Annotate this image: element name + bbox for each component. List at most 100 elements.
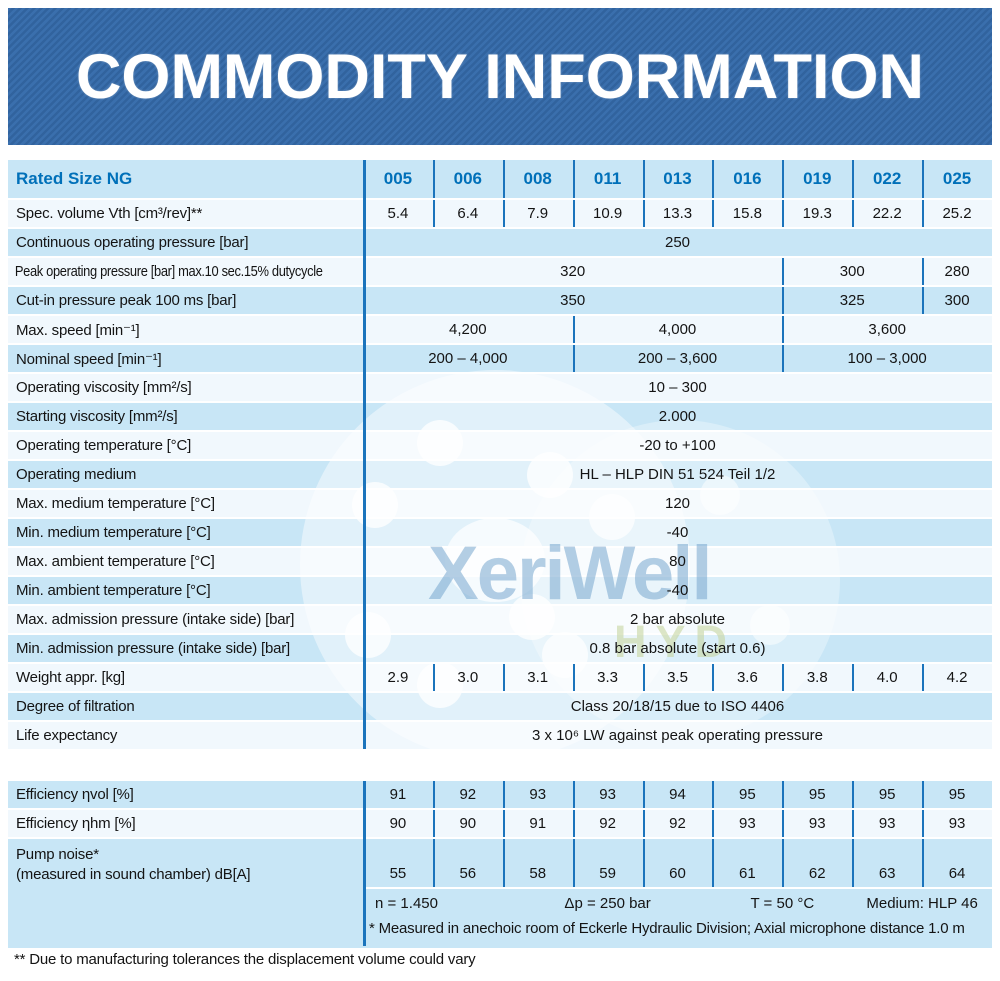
row-label: Weight appr. [kg] — [16, 669, 125, 686]
table-row: Operating temperature [°C] -20 to +100 — [8, 432, 992, 459]
value-cell: 0.8 bar absolute (start 0.6) — [589, 640, 766, 657]
row-label: Operating medium — [16, 466, 137, 483]
table-header-row: Rated Size NG 005 006 008 011 013 016 019 022 025 — [8, 160, 992, 198]
measurement-condition: T = 50 °C — [750, 894, 815, 912]
value-cell: 3.6 — [712, 664, 782, 691]
value-cell: 95 — [782, 781, 852, 808]
value-cell: HL – HLP DIN 51 524 Teil 1/2 — [579, 466, 776, 483]
value-cell: 3.1 — [502, 664, 573, 691]
row-label: Max. admission pressure (intake side) [b… — [16, 611, 295, 628]
size-header-cell: 013 — [642, 160, 713, 198]
value-cell: 93 — [782, 810, 852, 837]
noise-value-cell: 55 — [363, 839, 433, 889]
table-row: Min. admission pressure (intake side) [b… — [8, 635, 992, 662]
row-label: Continuous operating pressure [bar] — [16, 234, 249, 251]
table-row: Efficiency ηvol [%] 91 92 93 93 94 95 95 95 95 — [8, 781, 992, 808]
table-row: Min. medium temperature [°C] -40 — [8, 519, 992, 546]
noise-value-cell: 60 — [642, 839, 713, 889]
size-header-cell: 022 — [852, 160, 922, 198]
measurement-condition: Medium: HLP 46 — [866, 894, 978, 912]
value-cell: 300 — [782, 258, 922, 285]
value-cell: 93 — [502, 781, 573, 808]
value-cell: 4.2 — [922, 664, 992, 691]
value-cell: 100 – 3,000 — [782, 345, 992, 372]
table-row: Nominal speed [min⁻¹] 200 – 4,000 200 – 3,… — [8, 345, 992, 372]
table-row: Operating medium HL – HLP DIN 51 524 Teil… — [8, 461, 992, 488]
value-cell: 350 — [560, 292, 586, 309]
noise-value-cell: 62 — [782, 839, 853, 889]
noise-value-cell: 63 — [852, 839, 923, 889]
value-cell: 95 — [712, 781, 782, 808]
row-label: Efficiency ηhm [%] — [16, 815, 136, 832]
table-row: Min. ambient temperature [°C] -40 — [8, 577, 992, 604]
value-cell: 120 — [664, 495, 691, 512]
value-cell: 200 – 4,000 — [428, 350, 508, 367]
table-row: Weight appr. [kg] 2.9 3.0 3.1 3.3 3.5 3.6 3.8 4.… — [8, 664, 992, 691]
table-row: Max. medium temperature [°C] 120 — [8, 490, 992, 517]
value-cell: Class 20/18/15 due to ISO 4406 — [570, 698, 785, 715]
value-cell: 95 — [922, 781, 992, 808]
row-label: Starting viscosity [mm²/s] — [16, 408, 178, 425]
value-cell: 2.9 — [387, 669, 409, 686]
value-cell: 90 — [389, 815, 407, 832]
row-label: Efficiency ηvol [%] — [16, 786, 134, 803]
value-cell: 10 – 300 — [648, 379, 707, 396]
value-cell: 22.2 — [852, 200, 922, 227]
row-label: Max. speed [min⁻¹] — [16, 321, 140, 339]
value-cell: 93 — [712, 810, 782, 837]
row-label: Nominal speed [min⁻¹] — [16, 350, 162, 368]
table-row: Degree of filtration Class 20/18/15 due t… — [8, 693, 992, 720]
value-cell: 3.0 — [432, 664, 503, 691]
page-title: COMMODITY INFORMATION — [75, 41, 925, 112]
value-cell: 93 — [572, 781, 643, 808]
table-row: Max. ambient temperature [°C] 80 — [8, 548, 992, 575]
noise-value-cell: 58 — [502, 839, 573, 889]
value-cell: 15.8 — [712, 200, 782, 227]
value-cell: 90 — [432, 810, 503, 837]
value-cell: 320 — [560, 263, 586, 280]
row-label: Operating viscosity [mm²/s] — [16, 379, 192, 396]
displacement-footnote: ** Due to manufacturing tolerances the d… — [14, 951, 476, 968]
value-cell: -40 — [666, 582, 689, 599]
value-cell: 19.3 — [782, 200, 852, 227]
value-cell: 7.9 — [502, 200, 573, 227]
spec-table: Rated Size NG 005 006 008 011 013 016 019 022 025… — [8, 160, 992, 751]
row-label: Peak operating pressure [bar] max.10 sec… — [14, 263, 323, 280]
table-row: Efficiency ηhm [%] 90 90 91 92 92 93 93 93 93 — [8, 810, 992, 837]
row-label: Spec. volume Vth [cm³/rev]** — [16, 205, 203, 222]
value-cell: 92 — [432, 781, 503, 808]
table-row: Cut-in pressure peak 100 ms [bar] 350 325 3… — [8, 287, 992, 314]
size-header-cell: 025 — [922, 160, 992, 198]
value-cell: 4,200 — [449, 321, 487, 338]
value-cell: 13.3 — [642, 200, 713, 227]
value-cell: 95 — [852, 781, 922, 808]
label-divider-line — [363, 781, 366, 946]
row-label: Min. medium temperature [°C] — [16, 524, 211, 541]
value-cell: 200 – 3,600 — [572, 345, 783, 372]
table-row: Max. admission pressure (intake side) [b… — [8, 606, 992, 633]
value-cell: 93 — [852, 810, 922, 837]
noise-value-cell: 56 — [432, 839, 503, 889]
value-cell: 2.000 — [658, 408, 697, 425]
noise-value-cell: 64 — [922, 839, 992, 889]
value-cell: 3.5 — [642, 664, 713, 691]
row-label: Min. admission pressure (intake side) [b… — [16, 640, 291, 657]
noise-footnote: * Measured in anechoic room of Eckerle H… — [369, 920, 965, 937]
measurement-condition: Δp = 250 bar — [564, 894, 651, 912]
noise-value-cell: 61 — [712, 839, 783, 889]
value-cell: 4.0 — [852, 664, 922, 691]
size-header-cell: 008 — [502, 160, 573, 198]
table-row: Continuous operating pressure [bar] 250 — [8, 229, 992, 256]
value-cell: 94 — [642, 781, 713, 808]
value-cell: 280 — [922, 258, 992, 285]
table-row: Spec. volume Vth [cm³/rev]** 5.4 6.4 7.9 10.… — [8, 200, 992, 227]
pump-noise-block: Pump noise* (measured in sound chamber) d… — [8, 839, 992, 948]
noise-value-cell: 59 — [572, 839, 643, 889]
value-cell: 3.8 — [782, 664, 852, 691]
size-header-cell: 006 — [432, 160, 503, 198]
value-cell: 92 — [572, 810, 643, 837]
row-label: Min. ambient temperature [°C] — [16, 582, 211, 599]
table-row: Life expectancy 3 x 10⁶ LW against peak o… — [8, 722, 992, 749]
value-cell: 91 — [502, 810, 573, 837]
value-cell: -20 to +100 — [639, 437, 716, 454]
